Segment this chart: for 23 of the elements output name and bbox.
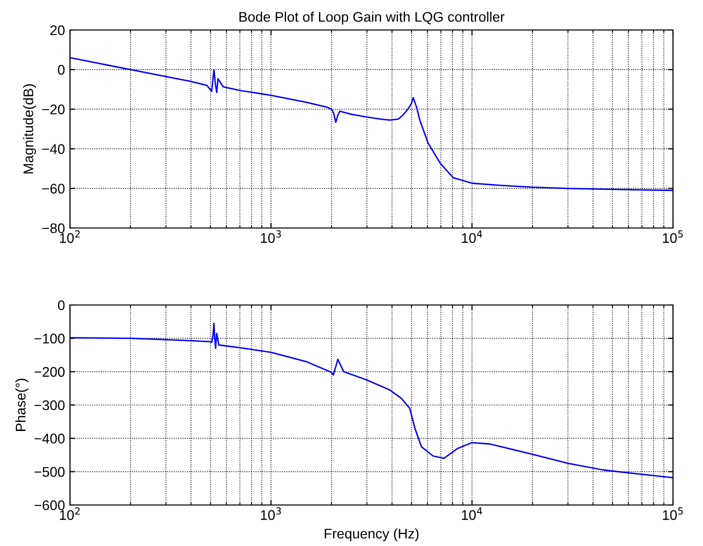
y-tick-label: −600 (34, 500, 65, 510)
chart-title: Bode Plot of Loop Gain with LQG controller (239, 12, 504, 25)
x-tick-label: 10$^{5}$ (662, 230, 683, 243)
x-tick-label: 10$^{4}$ (462, 507, 482, 520)
x-tick-label: 10$^{5}$ (662, 507, 683, 520)
x-tick-label: 10$^{3}$ (260, 230, 281, 243)
x-tick-label: 10$^{3}$ (260, 507, 281, 520)
y-tick-label: −80 (42, 223, 65, 234)
y-tick-label: −20 (42, 104, 65, 114)
y-tick-label: −200 (34, 367, 65, 377)
x-axis-title: Frequency (Hz) (324, 528, 418, 542)
y-tick-label: 0 (58, 64, 65, 75)
y-tick-label: −400 (34, 434, 65, 444)
x-tick-label: 10$^{4}$ (462, 230, 482, 243)
y-tick-label: 20 (50, 25, 65, 36)
y-tick-label: −100 (34, 334, 65, 344)
y-axis-title: Phase(°) (15, 378, 28, 431)
y-tick-label: 0 (58, 300, 65, 310)
y-tick-label: −300 (34, 400, 65, 410)
y-tick-label: −60 (42, 184, 65, 194)
y-tick-label: −500 (34, 467, 65, 477)
y-axis-title: Magnitude(dB) (23, 84, 36, 174)
y-tick-label: −40 (42, 144, 65, 154)
